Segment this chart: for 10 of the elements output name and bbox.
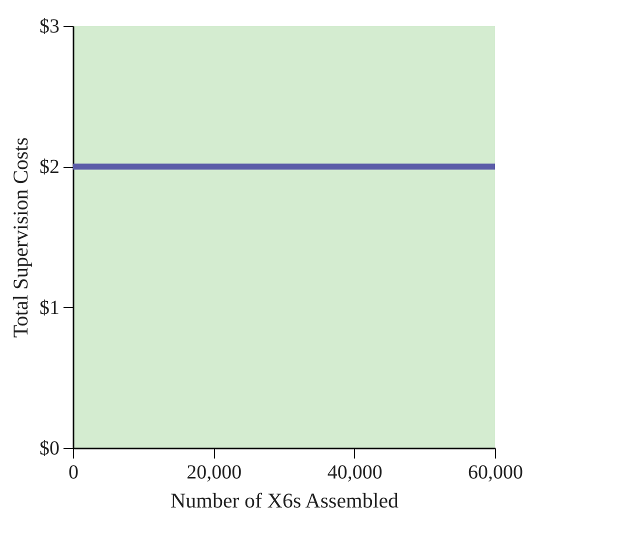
- x-tick-label: 0: [68, 462, 78, 484]
- y-tick-label: $3: [40, 16, 60, 38]
- x-tick-label: 20,000: [186, 462, 242, 484]
- y-tick-label: $2: [40, 156, 60, 178]
- y-tick-label: $1: [40, 296, 60, 319]
- x-axis-title: Number of X6s Assembled: [170, 488, 400, 512]
- y-tick-label: $0: [40, 438, 60, 460]
- x-tick-label: 60,000: [468, 462, 523, 484]
- x-tick-label: 40,000: [327, 462, 382, 484]
- y-axis-title: Total Supervision Costs: [8, 137, 32, 338]
